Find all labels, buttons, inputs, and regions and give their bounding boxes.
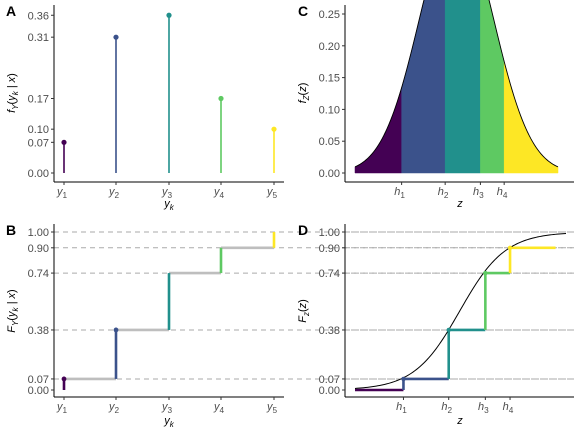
x-tick-label: y4 xyxy=(213,401,225,415)
x-tick-label: y5 xyxy=(266,401,278,415)
x-tick-label: y3 xyxy=(161,186,173,200)
cdf-curve xyxy=(354,232,567,389)
y-axis-label: fZ(z) xyxy=(297,83,311,104)
y-tick-label: 0.90 xyxy=(319,243,340,255)
density-segment xyxy=(444,0,481,174)
y-tick-label: 0.36 xyxy=(28,10,49,22)
y-tick-label: 0.25 xyxy=(319,9,340,21)
density-segment xyxy=(503,61,559,174)
x-tick-label: h2 xyxy=(441,401,452,415)
y-tick-label: 1.00 xyxy=(319,227,340,239)
x-tick-label: h4 xyxy=(503,401,514,415)
y-tick-label: 0.38 xyxy=(319,325,340,337)
y-axis-label: fY(yk | x) xyxy=(6,73,20,113)
lollipop-point xyxy=(113,34,119,40)
panel-tag: C xyxy=(298,3,308,19)
x-tick-label: h1 xyxy=(394,186,405,200)
y-tick-label: 0.20 xyxy=(319,41,340,53)
panel-c: C 0.00 0.05 0.10 0.15 0.20 0.25 h1 h2 h3 h4 z fZ(z) xyxy=(297,0,574,210)
y-tick-label: 0.07 xyxy=(28,137,49,149)
x-tick-label: h2 xyxy=(438,186,449,200)
cutpoint-point xyxy=(446,327,451,333)
y-tick-label: 0.74 xyxy=(28,268,49,280)
lollipop-point xyxy=(218,95,224,102)
density-segment xyxy=(401,0,446,174)
x-tick-label: y1 xyxy=(56,401,68,415)
step-point xyxy=(61,376,67,382)
x-tick-label: y2 xyxy=(108,186,120,200)
x-tick-label: h3 xyxy=(478,401,489,415)
panel-a: A 0.00 0.070.10 0.17 0.31 0.36 y1 y2 y3 y4 y5 yk fY(… xyxy=(6,3,284,212)
density-segment xyxy=(480,0,505,174)
x-tick-label: y5 xyxy=(266,186,278,200)
panel-d: D 0.000.07 0.38 0.74 0.90 1.00 h1 h2 h3 h4 z Fz(z) xyxy=(297,222,574,427)
x-tick-label: h3 xyxy=(473,186,484,200)
y-axis-label: Fz(z) xyxy=(297,299,311,323)
x-tick-label: y3 xyxy=(161,401,173,415)
y-tick-label: 0.17 xyxy=(28,94,49,106)
cutpoint-point xyxy=(507,245,513,250)
y-tick-label: 0.07 xyxy=(319,374,340,386)
y-tick-label: 0.07 xyxy=(28,374,49,386)
y-tick-label: 0.00 xyxy=(28,168,49,180)
y-tick-label: 0.10 xyxy=(28,124,49,136)
cutpoint-point xyxy=(401,376,406,382)
x-tick-label: h4 xyxy=(497,186,508,200)
x-tick-label: y1 xyxy=(56,186,68,200)
y-tick-label: 0.31 xyxy=(28,32,49,44)
cutpoint-point xyxy=(483,270,488,276)
y-tick-label: 0.38 xyxy=(28,325,49,337)
y-axis-label: FY(yk | x) xyxy=(6,289,20,332)
y-tick-label: 0.74 xyxy=(319,268,340,280)
panel-tag: A xyxy=(6,3,16,19)
x-tick-label: h1 xyxy=(396,401,407,415)
x-tick-label: y4 xyxy=(213,186,225,200)
y-tick-label: 0.05 xyxy=(319,136,340,148)
density-segment xyxy=(354,87,402,174)
y-tick-label: 0.00 xyxy=(28,385,49,397)
y-tick-label: 0.15 xyxy=(319,73,340,85)
y-tick-label: 0.90 xyxy=(28,243,49,255)
y-tick-label: 1.00 xyxy=(28,227,49,239)
density-curve xyxy=(354,0,559,168)
x-axis-label: z xyxy=(456,198,463,210)
lollipop-point xyxy=(271,126,277,132)
x-tick-label: y2 xyxy=(108,401,120,415)
panel-tag: B xyxy=(6,222,16,238)
y-tick-label: 0.00 xyxy=(319,168,340,180)
x-axis-label: yk xyxy=(163,198,175,212)
lollipop-point xyxy=(61,139,67,145)
panel-tag: D xyxy=(298,222,308,238)
y-tick-label: 0.00 xyxy=(319,385,340,397)
step-point xyxy=(113,327,119,333)
lollipop-point xyxy=(166,12,172,18)
y-tick-label: 0.10 xyxy=(319,104,340,116)
x-axis-label: yk xyxy=(163,415,175,429)
x-axis-label: z xyxy=(456,415,463,427)
